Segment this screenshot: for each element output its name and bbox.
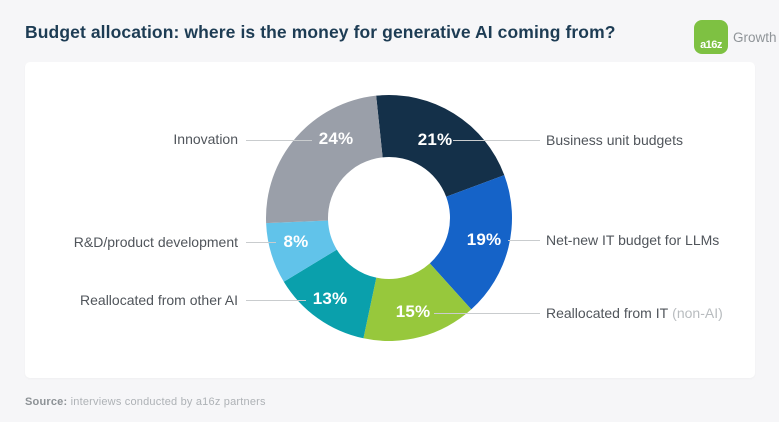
- slice-callout-label: Net-new IT budget for LLMs: [546, 232, 719, 248]
- leader-line: [246, 242, 276, 243]
- slice-percent-label: 13%: [312, 289, 348, 308]
- slice-callout-label: Reallocated from other AI: [80, 292, 238, 308]
- logo-wordmark: Growth: [733, 29, 777, 45]
- slice-percent-label: 24%: [318, 129, 354, 148]
- slice-callout-label: R&D/product development: [74, 234, 238, 250]
- leader-line: [434, 313, 540, 314]
- leader-line: [246, 140, 312, 141]
- donut-slice-innovation: [266, 95, 383, 224]
- source-label: Source:: [25, 396, 68, 408]
- slice-callout-label: Innovation: [173, 131, 238, 147]
- slice-category-label: Innovation: [173, 131, 238, 147]
- slice-callout-label: Reallocated from IT (non-AI): [546, 305, 723, 321]
- page-title: Budget allocation: where is the money fo…: [25, 22, 616, 42]
- slice-callout-label: Business unit budgets: [546, 132, 683, 148]
- slice-category-label: Reallocated from other AI: [80, 292, 238, 308]
- donut-slice-r-d-product-development: [266, 220, 337, 282]
- a16z-logo-text: a16z: [700, 39, 722, 51]
- leader-line: [453, 140, 540, 141]
- slice-category-label: R&D/product development: [73, 234, 238, 250]
- leader-line: [508, 240, 540, 241]
- a16z-growth-logo: a16z Growth: [694, 20, 777, 54]
- slice-category-label: Net-new IT budget for LLMs: [546, 232, 720, 248]
- slice-category-label-suffix: (non-AI): [672, 305, 723, 321]
- donut-slice-reallocated-from-other-ai: [283, 249, 377, 339]
- slice-percent-label: 15%: [395, 302, 431, 321]
- donut-slice-net-new-it-budget-for-llms: [429, 175, 513, 310]
- slice-percent-label: 21%: [417, 130, 453, 149]
- donut-slice-business-unit-budgets: [376, 94, 505, 197]
- slice-category-label: Reallocated from IT: [546, 305, 669, 321]
- slice-category-label: Business unit budgets: [546, 132, 683, 148]
- donut-slice-reallocated-from-it: [363, 263, 472, 341]
- a16z-logo-icon: a16z: [694, 20, 728, 54]
- leader-line: [246, 300, 306, 301]
- slice-percent-label: 8%: [283, 232, 309, 251]
- source-note: Source: interviews conducted by a16z par…: [25, 396, 266, 408]
- source-text: interviews conducted by a16z partners: [67, 396, 266, 408]
- slice-percent-label: 19%: [466, 230, 502, 249]
